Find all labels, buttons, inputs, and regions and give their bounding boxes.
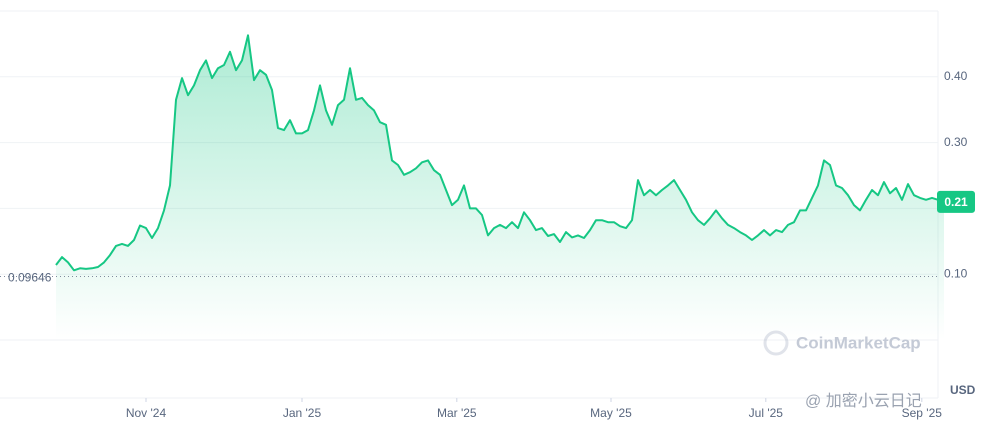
price-badge: [937, 190, 975, 213]
price-line: [55, 34, 945, 272]
x-tick-label: Nov '24: [126, 406, 167, 420]
x-tick-label: May '25: [590, 406, 632, 420]
area: [56, 35, 944, 341]
x-tick-label: Jan '25: [283, 406, 322, 420]
x-tick-label: Jul '25: [749, 406, 784, 420]
watermark-logo: [763, 330, 789, 356]
watermark: CoinMarketCap: [796, 333, 921, 352]
price-badge-label: 0.21: [944, 195, 968, 209]
y-tick-label: 0.40: [944, 69, 968, 83]
y-tick-label: 0.30: [944, 135, 968, 149]
currency: USD: [950, 383, 976, 397]
reference-label: 0.09646: [8, 271, 52, 285]
credit: @ 加密小云日记: [805, 392, 922, 410]
x-tick-label: Sep '25: [902, 406, 943, 420]
y-tick-label: 0.10: [944, 266, 968, 280]
x-tick-label: Mar '25: [437, 406, 477, 420]
